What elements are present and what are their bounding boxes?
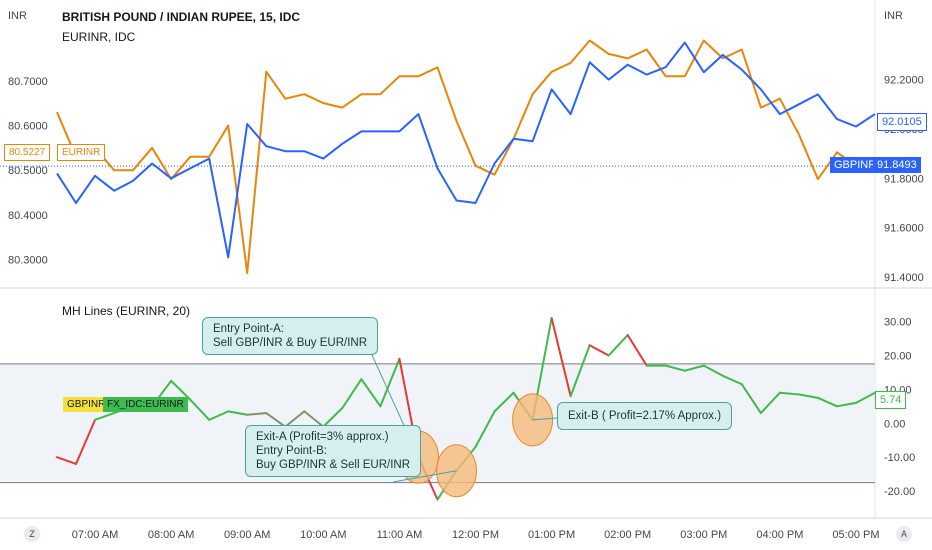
indicator-segment bbox=[683, 364, 705, 372]
indicator-segment bbox=[75, 418, 97, 465]
indicator-segment bbox=[835, 401, 857, 408]
indicator-segment bbox=[816, 396, 838, 408]
time-tick-label: 12:00 PM bbox=[452, 529, 499, 541]
callout-entry-a-line1: Entry Point-A: bbox=[213, 323, 284, 335]
indicator-tick-label: 20.00 bbox=[884, 350, 912, 362]
callout-entry-a-line2: Sell GBP/INR & Buy EUR/INR bbox=[213, 337, 368, 349]
indicator-segment bbox=[607, 334, 629, 357]
indicator-segment bbox=[94, 412, 116, 421]
gbpinr-price-tag: 91.8493 bbox=[873, 157, 921, 173]
indicator-segment bbox=[854, 391, 876, 404]
indicator-segment bbox=[189, 398, 211, 421]
eurinr-price-tag: 80.5227 bbox=[4, 144, 51, 161]
indicator-segment bbox=[284, 410, 306, 428]
right-tick-label: 92.2000 bbox=[884, 75, 924, 87]
left-tick-label: 80.7000 bbox=[8, 76, 48, 88]
indicator-segment bbox=[702, 364, 724, 377]
indicator-segment bbox=[474, 410, 496, 448]
eurinr-name-tag: EURINR bbox=[57, 144, 106, 161]
left-tick-label: 80.3000 bbox=[8, 255, 48, 267]
annotation-connector bbox=[392, 470, 457, 483]
auto-scale-button[interactable]: A bbox=[896, 526, 912, 542]
indicator-segment bbox=[759, 391, 781, 415]
callout-exit-a-line2: Entry Point-B: bbox=[256, 445, 327, 457]
chart-title: BRITISH POUND / INDIAN RUPEE, 15, IDC bbox=[62, 10, 301, 24]
gbpinr-name-tag: GBPINR bbox=[830, 157, 881, 173]
indicator-segment bbox=[797, 393, 819, 399]
indicator-segment bbox=[626, 334, 648, 367]
series-line-gbpinr bbox=[56, 41, 876, 259]
indicator-last-value: 5.74 bbox=[875, 391, 907, 409]
indicator-segment bbox=[721, 374, 743, 386]
time-tick-label: 09:00 AM bbox=[224, 529, 270, 541]
indicator-segment bbox=[341, 378, 363, 409]
time-tick-label: 10:00 AM bbox=[300, 529, 346, 541]
time-axis: 07:00 AM 08:00 AM 09:00 AM 10:00 AM 11:00 AM… bbox=[0, 517, 932, 541]
left-tick-label: 80.5000 bbox=[8, 165, 48, 177]
time-tick-label: 03:00 PM bbox=[680, 529, 727, 541]
indicator-segment bbox=[227, 410, 249, 416]
right-axis-unit: INR bbox=[884, 10, 903, 22]
indicator-tick-label: -10.00 bbox=[884, 452, 915, 464]
callout-exit-a-line3: Buy GBP/INR & Sell EUR/INR bbox=[256, 459, 411, 471]
indicator-title: MH Lines (EURINR, 20) bbox=[62, 304, 191, 318]
time-tick-label: 07:00 AM bbox=[72, 529, 118, 541]
indicator-segment bbox=[664, 364, 686, 372]
gbpinr-last-price-tag: 92.0105 bbox=[877, 113, 927, 131]
zoom-button[interactable]: Z bbox=[24, 526, 40, 542]
indicator-segment bbox=[550, 317, 572, 398]
indicator-segment bbox=[379, 357, 401, 408]
indicator-segment bbox=[778, 391, 800, 396]
time-tick-label: 04:00 PM bbox=[756, 529, 803, 541]
callout-exit-b-text: Exit-B ( Profit=2.17% Approx.) bbox=[568, 410, 722, 422]
time-tick-label: 08:00 AM bbox=[148, 529, 194, 541]
indicator-tick-label: -20.00 bbox=[884, 486, 915, 498]
series-line-eurinr bbox=[56, 39, 876, 275]
indicator-tick-label: 30.00 bbox=[884, 317, 912, 329]
indicator-segment bbox=[246, 412, 268, 416]
right-tick-label: 91.6000 bbox=[884, 223, 924, 235]
left-tick-label: 80.6000 bbox=[8, 120, 48, 132]
left-axis-unit: INR bbox=[8, 10, 27, 22]
callout-exit-b: Exit-B ( Profit=2.17% Approx.) bbox=[557, 402, 733, 430]
callout-exit-a: Exit-A (Profit=3% approx.) Entry Point-B… bbox=[245, 425, 422, 477]
legend-gbpinr: GBPINR bbox=[63, 397, 110, 412]
indicator-segment bbox=[493, 391, 515, 413]
time-tick-label: 05:00 PM bbox=[832, 529, 879, 541]
indicator-segment bbox=[322, 407, 344, 428]
indicator-segment bbox=[360, 378, 382, 408]
time-tick-label: 11:00 AM bbox=[377, 529, 423, 541]
indicator-segment bbox=[569, 344, 591, 398]
callout-exit-a-line1: Exit-A (Profit=3% approx.) bbox=[256, 431, 389, 443]
indicator-segment bbox=[265, 412, 287, 428]
legend-fx-eurinr: FX_IDC:EURINR bbox=[103, 397, 188, 412]
indicator-segment bbox=[740, 383, 762, 415]
compare-symbol-label: EURINR, IDC bbox=[62, 30, 136, 44]
indicator-segment bbox=[303, 410, 325, 428]
indicator-tick-label: 0.00 bbox=[884, 418, 905, 430]
price-pane: 80.3000 80.4000 80.5000 80.6000 80.7000 91.40… bbox=[0, 0, 932, 518]
indicator-segment bbox=[208, 410, 230, 421]
callout-entry-a: Entry Point-A: Sell GBP/INR & Buy EUR/IN… bbox=[202, 317, 379, 355]
time-tick-label: 02:00 PM bbox=[604, 529, 651, 541]
right-tick-label: 91.4000 bbox=[884, 272, 924, 284]
left-tick-label: 80.4000 bbox=[8, 210, 48, 222]
indicator-segment bbox=[588, 344, 610, 357]
time-tick-label: 01:00 PM bbox=[528, 529, 575, 541]
indicator-segment bbox=[56, 456, 78, 465]
annotation-connector bbox=[532, 417, 558, 421]
indicator-segment bbox=[170, 379, 192, 401]
right-tick-label: 91.8000 bbox=[884, 173, 924, 185]
